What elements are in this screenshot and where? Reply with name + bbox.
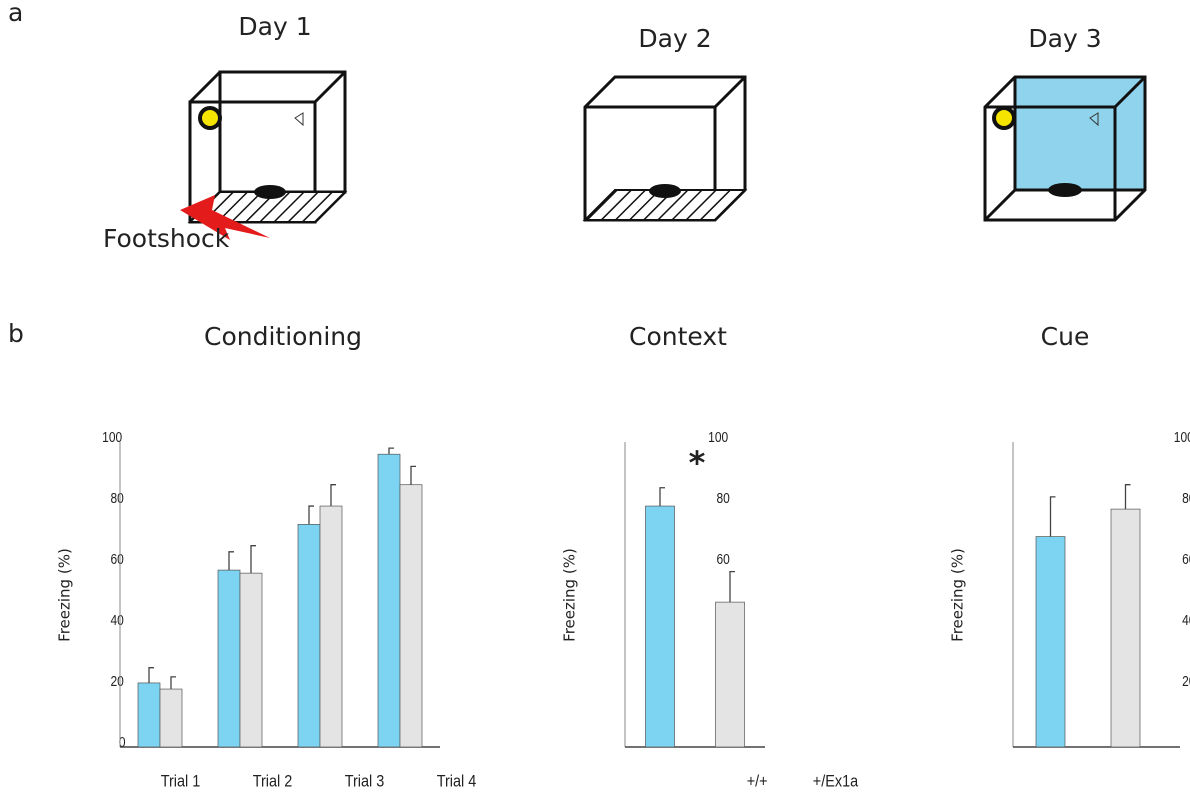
y-tick-label: 0	[119, 734, 126, 751]
y-axis-label: Freezing (%)	[949, 548, 967, 642]
bar	[399, 484, 423, 748]
bar	[137, 682, 161, 748]
y-tick-label: 40	[111, 612, 125, 629]
bar	[217, 569, 241, 748]
bar	[297, 523, 321, 748]
day-label: Day 2	[638, 24, 711, 53]
y-tick-label: 20	[1182, 673, 1190, 690]
y-tick-label: 20	[111, 673, 125, 690]
bar	[1110, 508, 1141, 748]
bar	[1035, 536, 1066, 748]
y-tick-label: 80	[1182, 490, 1190, 507]
error-bar	[410, 465, 416, 485]
error-bar	[250, 545, 256, 574]
cage-day2	[582, 75, 748, 222]
y-tick-label: 100	[1174, 429, 1190, 446]
x-tick-label: +/Ex1a	[813, 772, 859, 790]
y-tick-label: 60	[717, 551, 731, 568]
bar	[645, 505, 675, 748]
y-axis-label: Freezing (%)	[56, 548, 74, 642]
y-tick-label: 100	[708, 429, 728, 446]
significance: *	[689, 444, 706, 482]
error-bar	[388, 447, 394, 455]
error-bar	[330, 484, 336, 507]
cage-day3	[983, 75, 1147, 222]
error-bar	[1124, 484, 1131, 510]
y-tick-label: 100	[102, 429, 122, 446]
error-bar	[1049, 496, 1056, 537]
error-bar	[148, 667, 154, 683]
y-axis-label: Freezing (%)	[561, 548, 579, 642]
chart-title: Conditioning	[204, 322, 362, 351]
panel-label: a	[8, 0, 23, 27]
x-tick-label: Trial 3	[345, 772, 385, 790]
footshock-label: Footshock	[103, 224, 230, 253]
error-bar	[170, 676, 176, 690]
panel-label: b	[8, 319, 24, 348]
y-tick-label: 60	[1182, 551, 1190, 568]
error-bar	[729, 570, 735, 603]
chart-title: Cue	[1041, 322, 1090, 351]
x-tick-label: +/+	[747, 772, 768, 790]
error-bar	[659, 487, 665, 507]
error-bar	[308, 505, 314, 525]
day-label: Day 3	[1028, 24, 1101, 53]
x-tick-label: Trial 2	[253, 772, 293, 790]
error-bar	[228, 551, 234, 571]
y-tick-label: 80	[717, 490, 731, 507]
day-label: Day 1	[238, 12, 311, 41]
x-tick-label: Trial 1	[161, 772, 201, 790]
bar	[319, 505, 343, 748]
bar	[239, 572, 263, 748]
cage-day1	[180, 70, 348, 240]
y-tick-label: 40	[1182, 612, 1190, 629]
bar	[159, 688, 183, 748]
y-tick-label: 80	[111, 490, 125, 507]
bar	[715, 601, 745, 748]
bar	[377, 453, 401, 748]
chart-title: Context	[629, 322, 727, 351]
x-tick-label: Trial 4	[437, 772, 477, 790]
y-tick-label: 60	[111, 551, 125, 568]
